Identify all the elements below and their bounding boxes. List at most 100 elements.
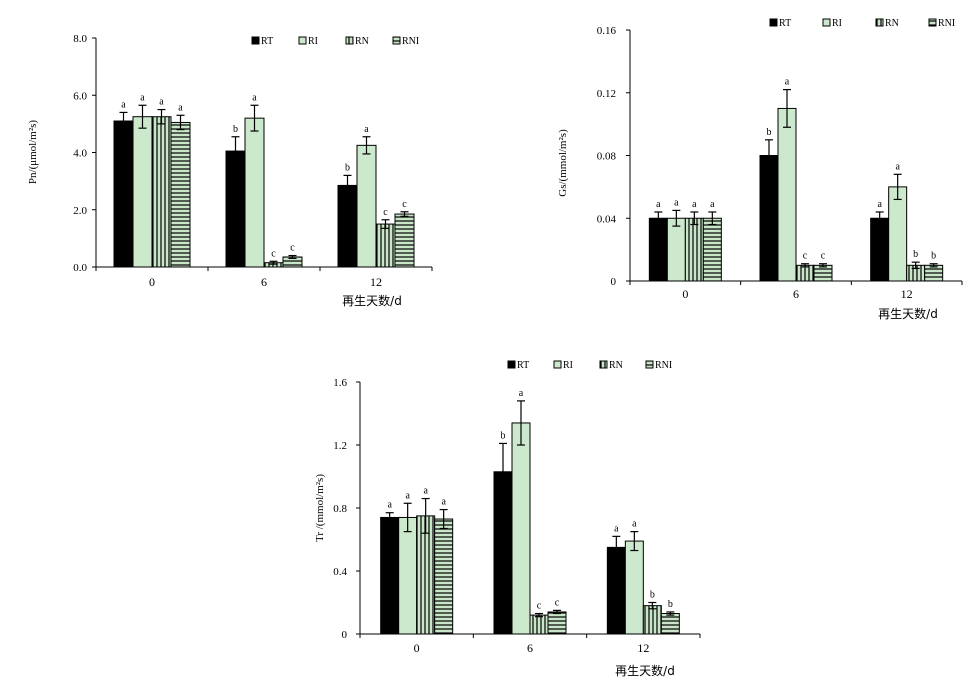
bar-ri bbox=[398, 516, 418, 635]
legend-label: RN bbox=[609, 360, 623, 371]
legend-swatch-rn bbox=[345, 36, 354, 45]
significance-label: a bbox=[178, 102, 183, 113]
y-tick-label: 6.0 bbox=[73, 90, 87, 102]
y-axis-title: Pn/(μmol/m²s) bbox=[27, 120, 39, 185]
significance-label: c bbox=[821, 251, 826, 262]
x-tick-label: 0 bbox=[682, 287, 688, 301]
legend-swatch-ri bbox=[822, 18, 831, 27]
significance-label: a bbox=[121, 99, 126, 110]
legend-swatch-rt bbox=[251, 36, 260, 45]
y-tick-label: 1.6 bbox=[333, 377, 347, 389]
significance-label: b bbox=[913, 249, 918, 260]
y-tick-label: 0.12 bbox=[597, 88, 616, 100]
x-tick-label: 6 bbox=[527, 641, 533, 655]
y-tick-label: 0 bbox=[342, 629, 348, 641]
significance-label: c bbox=[555, 597, 560, 608]
x-axis-title: 再生天数/d bbox=[342, 293, 402, 308]
x-tick-label: 12 bbox=[637, 641, 649, 655]
legend-swatch-rn bbox=[599, 360, 608, 369]
bar-rni bbox=[547, 611, 567, 635]
significance-label: a bbox=[692, 199, 697, 210]
legend-label: RN bbox=[355, 36, 369, 47]
bar-rt bbox=[380, 516, 400, 635]
legend-label: RI bbox=[832, 18, 842, 29]
y-tick-label: 1.2 bbox=[333, 440, 347, 452]
legend-label: RNI bbox=[938, 18, 955, 29]
legend-label: RT bbox=[261, 36, 273, 47]
x-tick-label: 6 bbox=[793, 287, 799, 301]
significance-label: a bbox=[387, 500, 392, 511]
legend-label: RNI bbox=[655, 360, 672, 371]
significance-label: a bbox=[632, 519, 637, 530]
legend-swatch-rn bbox=[875, 18, 884, 27]
legend-label: RI bbox=[308, 36, 318, 47]
legend-label: RT bbox=[517, 360, 529, 371]
x-axis-title: 再生天数/d bbox=[878, 306, 938, 321]
significance-label: c bbox=[537, 601, 542, 612]
y-tick-label: 0 bbox=[611, 276, 617, 288]
y-tick-label: 0.16 bbox=[597, 25, 617, 37]
y-tick-label: 8.0 bbox=[73, 33, 87, 45]
significance-label: a bbox=[785, 77, 790, 88]
x-tick-label: 12 bbox=[370, 275, 382, 289]
bar-rni bbox=[660, 613, 680, 635]
bar-rni bbox=[434, 518, 454, 635]
legend-label: RI bbox=[563, 360, 573, 371]
significance-label: b bbox=[501, 430, 506, 441]
significance-label: a bbox=[159, 97, 164, 108]
x-axis-title: 再生天数/d bbox=[615, 663, 675, 678]
y-tick-label: 0.4 bbox=[333, 566, 347, 578]
y-tick-label: 0.08 bbox=[597, 151, 617, 163]
x-tick-label: 0 bbox=[149, 275, 155, 289]
bar-rn bbox=[642, 605, 662, 635]
y-tick-label: 0.0 bbox=[73, 262, 87, 274]
y-axis-title: Gs/(mmol/m²s) bbox=[557, 129, 569, 197]
significance-label: a bbox=[519, 388, 524, 399]
x-tick-label: 6 bbox=[261, 275, 267, 289]
significance-label: a bbox=[364, 124, 369, 135]
legend-swatch-rni bbox=[928, 18, 937, 27]
y-tick-label: 0.8 bbox=[333, 503, 347, 515]
legend-label: RNI bbox=[402, 36, 419, 47]
bar-ri bbox=[624, 540, 644, 635]
y-axis-title: Tr /(mmol/m²s) bbox=[314, 474, 326, 542]
legend-swatch-ri bbox=[298, 36, 307, 45]
significance-label: a bbox=[877, 199, 882, 210]
bar-rn bbox=[529, 614, 549, 635]
legend-label: RN bbox=[885, 18, 899, 29]
bar-rt bbox=[606, 546, 626, 635]
x-tick-label: 12 bbox=[901, 287, 913, 301]
significance-label: a bbox=[656, 199, 661, 210]
legend-swatch-rni bbox=[392, 36, 401, 45]
significance-label: a bbox=[674, 197, 679, 208]
bar-ri bbox=[511, 422, 531, 635]
significance-label: b bbox=[650, 590, 655, 601]
legend-swatch-rt bbox=[507, 360, 516, 369]
significance-label: c bbox=[290, 243, 295, 254]
significance-label: c bbox=[803, 251, 808, 262]
significance-label: a bbox=[614, 523, 619, 534]
significance-label: b bbox=[345, 162, 350, 173]
significance-label: b bbox=[767, 127, 772, 138]
legend-swatch-ri bbox=[553, 360, 562, 369]
legend-swatch-rt bbox=[769, 18, 778, 27]
significance-label: a bbox=[140, 92, 145, 103]
significance-label: c bbox=[383, 207, 388, 218]
significance-label: a bbox=[895, 161, 900, 172]
y-tick-label: 0.04 bbox=[597, 213, 617, 225]
significance-label: b bbox=[931, 251, 936, 262]
legend-swatch-rni bbox=[645, 360, 654, 369]
y-tick-label: 4.0 bbox=[73, 148, 87, 160]
significance-label: a bbox=[423, 486, 428, 497]
significance-label: a bbox=[710, 199, 715, 210]
significance-label: a bbox=[252, 92, 257, 103]
significance-label: a bbox=[405, 490, 410, 501]
x-tick-label: 0 bbox=[414, 641, 420, 655]
significance-label: b bbox=[233, 124, 238, 135]
significance-label: a bbox=[441, 497, 446, 508]
significance-label: c bbox=[271, 248, 276, 259]
y-tick-label: 2.0 bbox=[73, 205, 87, 217]
